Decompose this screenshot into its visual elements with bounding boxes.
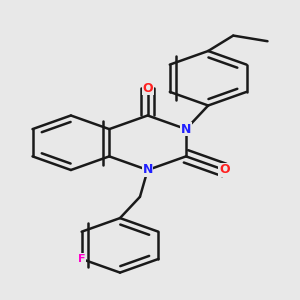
Text: O: O <box>142 82 153 95</box>
Text: N: N <box>181 123 191 136</box>
Text: N: N <box>142 164 153 176</box>
Text: O: O <box>219 164 230 176</box>
Text: F: F <box>78 254 85 264</box>
